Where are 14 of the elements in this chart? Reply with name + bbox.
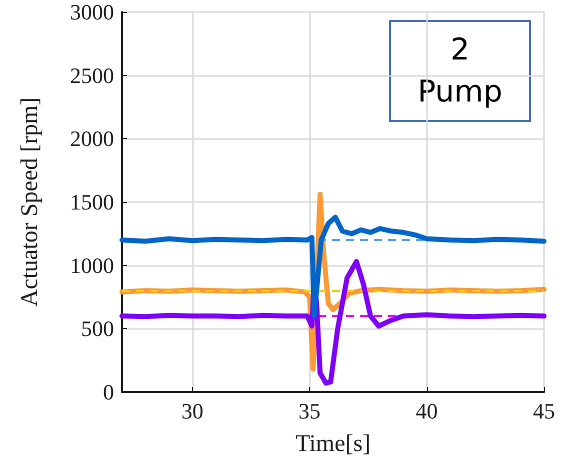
- x-tick-label: 30: [181, 398, 204, 424]
- y-tick-label: 2000: [70, 126, 114, 152]
- x-axis-title: Time[s]: [295, 431, 371, 457]
- x-tick-label: 45: [533, 398, 555, 424]
- x-tick-label: 40: [416, 398, 438, 424]
- y-tick-label: 500: [81, 316, 114, 342]
- y-axis-title: Actuator Speed [rpm]: [17, 97, 43, 307]
- annotation: 2 Pump: [418, 32, 502, 110]
- y-tick-label: 1000: [70, 252, 114, 278]
- x-tick-label: 35: [298, 398, 321, 424]
- y-tick-label: 1500: [70, 190, 114, 214]
- y-tick-label: 2500: [70, 62, 114, 88]
- y-tick-label: 3000: [70, 0, 114, 24]
- y-tick-label: 0: [103, 380, 114, 404]
